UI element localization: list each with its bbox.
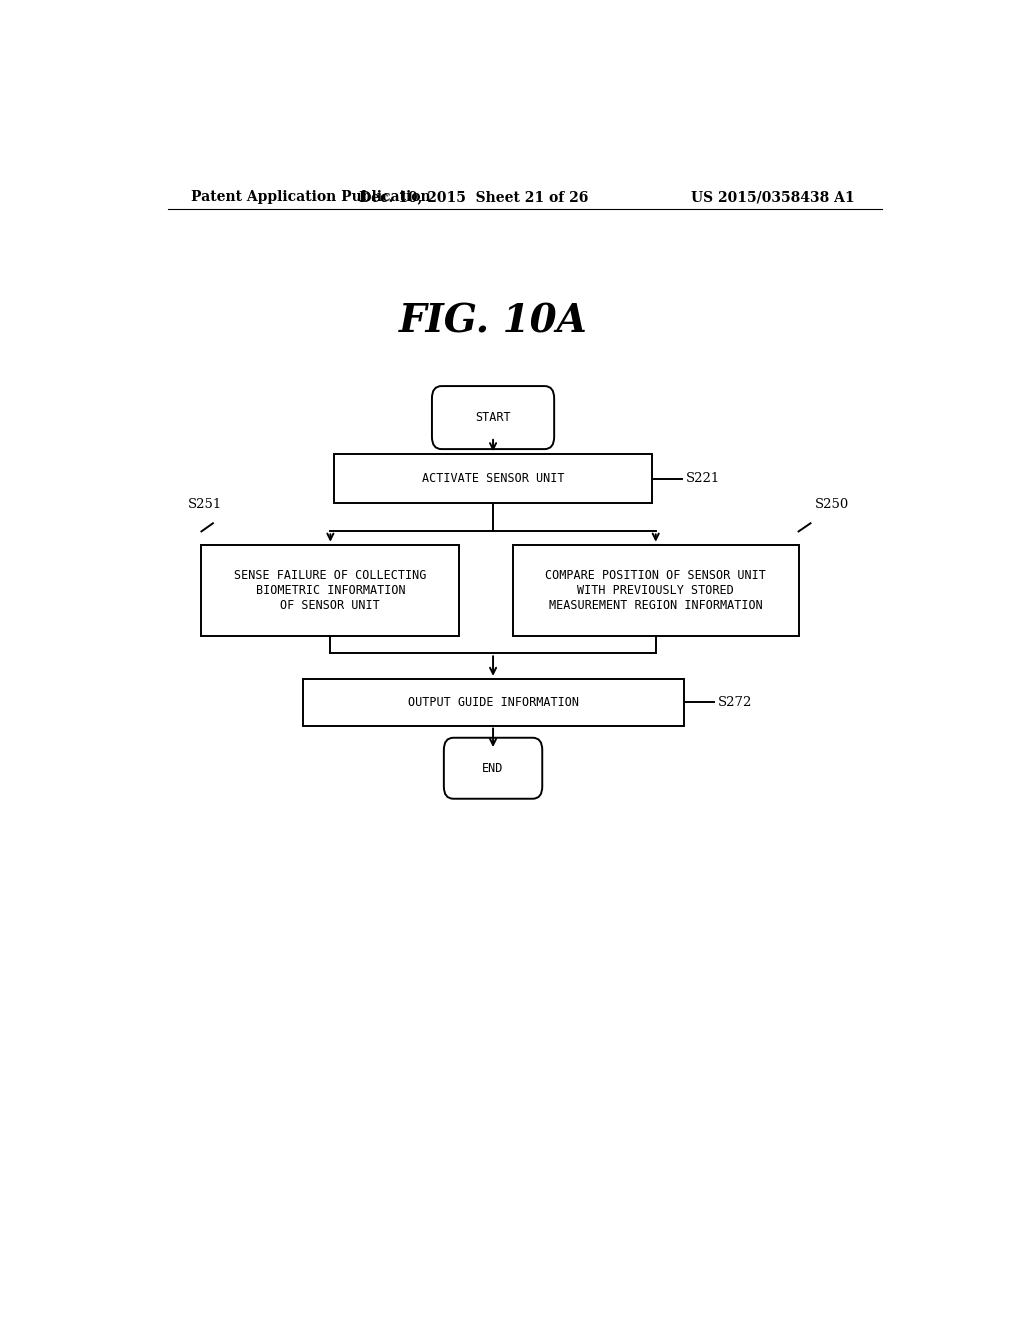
FancyBboxPatch shape — [443, 738, 543, 799]
Text: US 2015/0358438 A1: US 2015/0358438 A1 — [690, 190, 854, 205]
Bar — [202, 545, 460, 636]
Text: START: START — [475, 411, 511, 424]
FancyBboxPatch shape — [432, 385, 554, 449]
Text: Patent Application Publication: Patent Application Publication — [191, 190, 431, 205]
Text: ACTIVATE SENSOR UNIT: ACTIVATE SENSOR UNIT — [422, 473, 564, 484]
Bar — [303, 678, 684, 726]
Text: S251: S251 — [187, 498, 222, 511]
Text: Dec. 10, 2015  Sheet 21 of 26: Dec. 10, 2015 Sheet 21 of 26 — [358, 190, 588, 205]
Text: FIG. 10A: FIG. 10A — [398, 302, 588, 341]
Text: END: END — [482, 762, 504, 775]
Text: S250: S250 — [814, 498, 849, 511]
Bar — [513, 545, 799, 636]
Text: OUTPUT GUIDE INFORMATION: OUTPUT GUIDE INFORMATION — [408, 696, 579, 709]
Text: S272: S272 — [718, 696, 752, 709]
Bar — [334, 454, 652, 503]
Text: S221: S221 — [686, 473, 720, 484]
Text: SENSE FAILURE OF COLLECTING
BIOMETRIC INFORMATION
OF SENSOR UNIT: SENSE FAILURE OF COLLECTING BIOMETRIC IN… — [234, 569, 427, 612]
Text: COMPARE POSITION OF SENSOR UNIT
WITH PREVIOUSLY STORED
MEASUREMENT REGION INFORM: COMPARE POSITION OF SENSOR UNIT WITH PRE… — [546, 569, 766, 612]
